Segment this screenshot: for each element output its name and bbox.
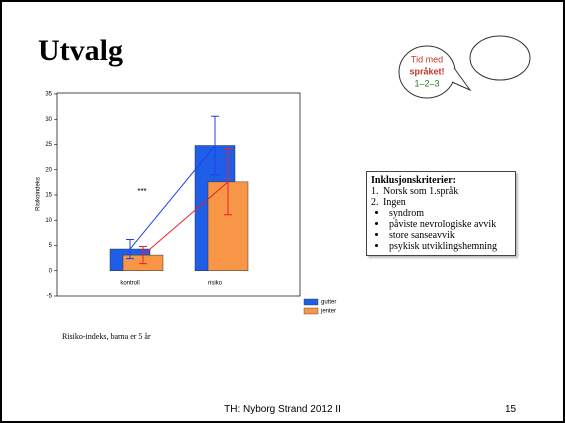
y-tick-label: 35 — [45, 92, 52, 98]
bullet-text: psykisk utviklingshemning — [389, 241, 498, 252]
error-bar — [211, 115, 219, 176]
bullet-dot — [375, 241, 389, 252]
logo-text: 1–2–3 — [414, 78, 439, 88]
plot-frame — [56, 92, 301, 297]
criteria-bullet: psykisk utviklingshemning — [371, 241, 511, 252]
slide-title: Utvalg — [38, 34, 123, 67]
error-bar — [224, 148, 232, 216]
legend-label: jenter — [320, 309, 336, 315]
page-number: 15 — [505, 404, 517, 415]
criteria-heading: Inklusjonskriterier: — [371, 175, 456, 186]
criteria-bullet: påviste nevrologiske avvik — [371, 219, 511, 230]
chart-caption: Risiko-indeks, barna er 5 år — [62, 332, 151, 341]
y-tick-label: 25 — [45, 142, 52, 148]
y-tick-label: 5 — [49, 243, 53, 249]
bullet-text: store sanseavvik — [389, 230, 455, 241]
logo-text: språket! — [409, 66, 444, 76]
y-tick-label: 10 — [45, 218, 52, 224]
item-number: 2. — [371, 197, 379, 208]
criteria-box: Inklusjonskriterier: 1. Norsk som 1.språk 2… — [366, 171, 516, 256]
bubble-tail — [451, 67, 472, 92]
legend-swatch — [303, 307, 319, 315]
criteria-item: 2. Ingen — [371, 197, 511, 208]
legend-label: gutter — [321, 300, 336, 306]
bullet-text: påviste nevrologiske avvik — [389, 219, 497, 230]
bullet-dot — [375, 219, 389, 230]
logo-text: Tid med — [411, 54, 443, 64]
x-tick-label: kontroll — [120, 280, 139, 286]
chart-panel — [30, 86, 348, 326]
footer: TH: Nyborg Strand 2012 II — [224, 404, 341, 415]
y-tick-label: 30 — [45, 117, 52, 123]
y-tick-label: 0 — [49, 268, 53, 274]
annotation: *** — [137, 187, 146, 196]
criteria-bullet: store sanseavvik — [371, 230, 511, 241]
y-tick-label: 20 — [45, 167, 52, 173]
bullet-dot — [375, 208, 389, 219]
y-tick-label: -5 — [47, 294, 53, 300]
item-text: Norsk som 1.språk — [383, 186, 459, 197]
logo: Tid med språket! 1–2–3 — [398, 35, 531, 99]
criteria-item: 1. Norsk som 1.språk — [371, 186, 511, 197]
item-text: Ingen — [383, 197, 406, 208]
error-bar — [139, 246, 147, 265]
item-number: 1. — [371, 186, 379, 197]
bullet-dot — [375, 230, 389, 241]
y-tick-label: 15 — [45, 193, 52, 199]
mean-line — [142, 181, 229, 256]
mean-line — [129, 145, 216, 250]
bullet-text: syndrom — [389, 208, 424, 219]
y-axis-label: Risikoindeks — [36, 177, 42, 211]
criteria-bullet: syndrom — [371, 208, 511, 219]
head-bubble — [469, 35, 531, 81]
error-bar — [126, 238, 134, 260]
x-tick-label: risiko — [208, 280, 223, 286]
legend-swatch — [303, 298, 319, 306]
